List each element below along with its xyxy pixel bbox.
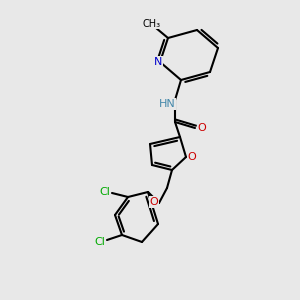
Text: O: O — [150, 197, 158, 207]
Text: Cl: Cl — [94, 237, 105, 247]
Text: O: O — [198, 123, 206, 133]
Text: N: N — [154, 57, 162, 67]
Text: HN: HN — [159, 99, 176, 109]
Text: CH₃: CH₃ — [143, 19, 161, 29]
Text: O: O — [188, 152, 196, 162]
Text: Cl: Cl — [100, 187, 110, 197]
